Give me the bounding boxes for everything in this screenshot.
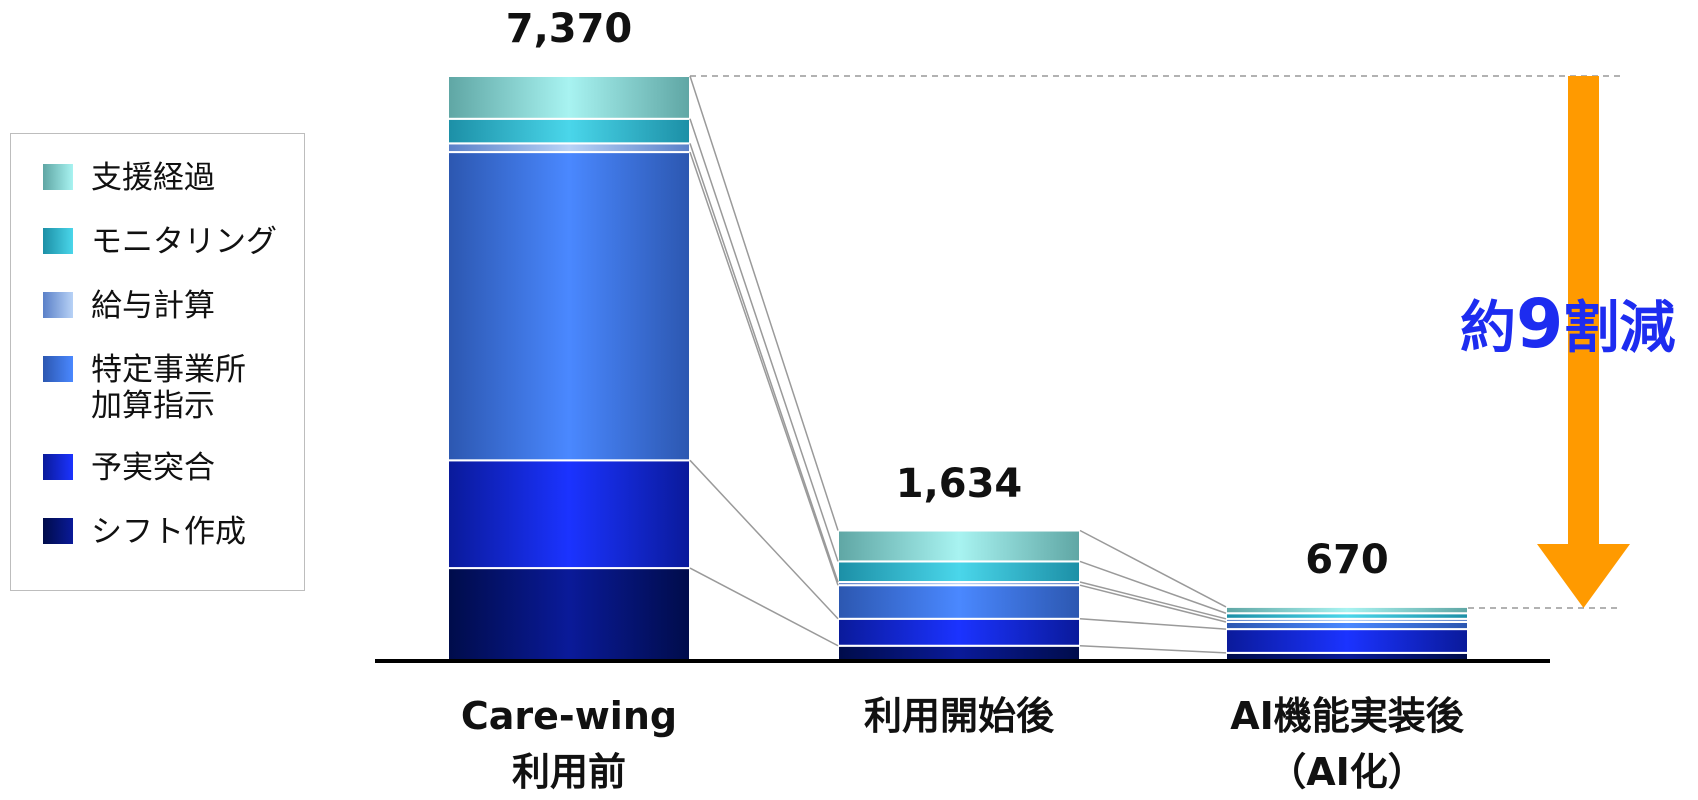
connector-1-5	[689, 118, 839, 562]
connector-2-5	[1079, 560, 1227, 614]
bar-segment-2-1	[837, 644, 1081, 661]
connector-1-1	[689, 567, 839, 647]
bar-segment-1-4	[447, 142, 691, 154]
connector-2-1	[1079, 644, 1227, 654]
legend-item-1: 支援経過	[43, 160, 215, 196]
bar-segment-1-1	[447, 567, 691, 662]
bar-segment-3-2	[1225, 628, 1469, 654]
connector-1-4	[689, 143, 839, 583]
legend-item-6: シフト作成	[43, 514, 246, 550]
legend-label: 給与計算	[91, 288, 215, 324]
legend-label: 支援経過	[91, 160, 215, 196]
total-label-2: 1,634	[895, 460, 1023, 507]
connector-1-3	[689, 151, 839, 586]
bar-segment-2-2	[837, 617, 1081, 647]
connector-lines	[689, 75, 1227, 654]
total-label-3: 670	[1305, 536, 1389, 583]
legend-label: 予実突合	[91, 450, 215, 486]
total-label-1: 7,370	[505, 6, 633, 52]
reduction-arrow	[1537, 76, 1630, 608]
connector-2-6	[1079, 529, 1227, 608]
bar-segment-1-5	[447, 117, 691, 145]
legend-item-5: 予実突合	[43, 450, 215, 486]
legend: 支援経過モニタリング 給与計算特定事業所 加算指示予実突合シフト作成	[10, 133, 305, 591]
connector-2-3	[1079, 584, 1227, 623]
bar-segment-3-6	[1225, 605, 1469, 615]
bar-segment-3-1	[1225, 651, 1469, 662]
reduction-suffix: 割減	[1563, 296, 1676, 361]
connector-2-2	[1079, 618, 1227, 630]
reduction-prefix: 約	[1460, 296, 1516, 361]
legend-swatch	[43, 164, 73, 190]
legend-label: シフト作成	[91, 514, 246, 550]
category-label-3: AI機能実装後 （AI化）	[1230, 694, 1464, 794]
legend-item-4: 特定事業所 加算指示	[43, 352, 246, 424]
legend-swatch	[43, 454, 73, 480]
bar-segment-1-6	[447, 75, 691, 120]
legend-swatch	[43, 292, 73, 318]
bar-segment-1-2	[447, 459, 691, 570]
bar-segment-2-3	[837, 584, 1081, 620]
bar-segment-2-6	[837, 529, 1081, 563]
bar-segment-2-5	[837, 560, 1081, 584]
category-label-2: 利用開始後	[863, 694, 1054, 738]
legend-item-3: 給与計算	[43, 288, 215, 324]
legend-swatch	[43, 356, 73, 382]
legend-swatch	[43, 518, 73, 544]
reduction-annotation: 約9割減	[1460, 283, 1675, 364]
legend-swatch	[43, 228, 73, 254]
connector-1-6	[689, 75, 839, 531]
legend-label: モニタリング	[91, 224, 277, 260]
reduction-number: 9	[1516, 285, 1564, 364]
category-label-1: Care-wing 利用前	[460, 694, 678, 794]
bar-segment-3-3	[1225, 620, 1469, 631]
connector-2-4	[1079, 581, 1227, 620]
connector-1-2	[689, 459, 839, 620]
legend-item-2: モニタリング	[43, 224, 277, 260]
bar-segment-1-3	[447, 151, 691, 462]
bars-group	[447, 75, 1469, 662]
legend-label: 特定事業所 加算指示	[91, 352, 246, 424]
